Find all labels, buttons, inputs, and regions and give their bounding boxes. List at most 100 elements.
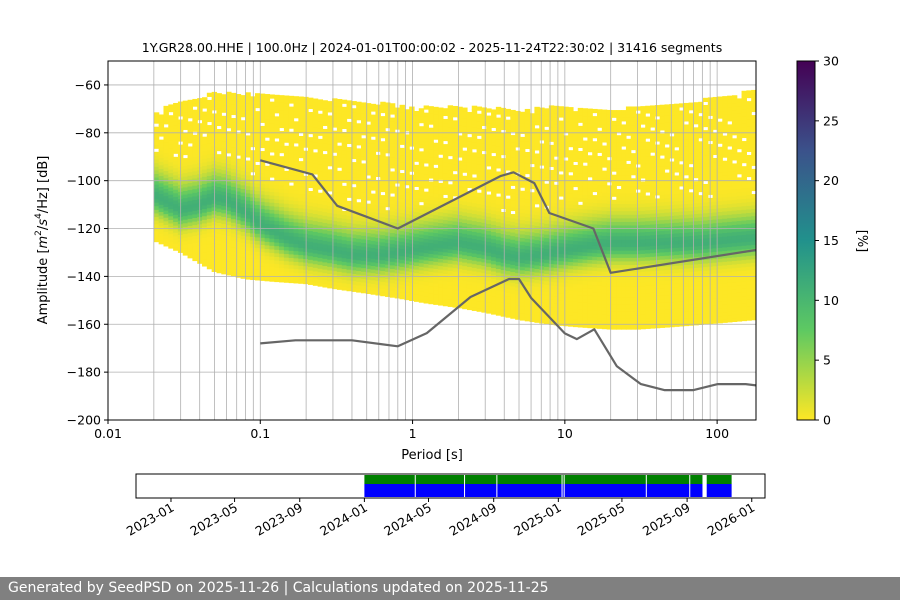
ppsd-density-cell [558, 249, 564, 255]
ppsd-density-cell [611, 210, 617, 215]
ppsd-density-cell [409, 275, 415, 280]
ppsd-density-cell [346, 229, 352, 234]
ppsd-density-cell [192, 159, 198, 165]
ppsd-density-cell [505, 281, 511, 286]
ppsd-density-cell [163, 192, 169, 197]
ppsd-density-cell [611, 149, 617, 154]
ppsd-density-cell [375, 108, 381, 113]
ppsd-density-cell [524, 144, 531, 150]
ppsd-density-cell [568, 143, 574, 148]
ppsd-density-cell [226, 267, 232, 272]
ppsd-density-cell [327, 104, 333, 109]
ppsd-density-cell [491, 113, 497, 118]
ppsd-density-cell [524, 152, 531, 157]
ppsd-density-cell [245, 221, 251, 226]
ppsd-density-cell [577, 118, 584, 123]
ppsd-density-cell [332, 166, 338, 171]
ppsd-density-cell [558, 142, 564, 147]
ppsd-density-cell [206, 132, 213, 137]
ppsd-density-cell [202, 129, 208, 134]
ppsd-density-cell [182, 150, 189, 156]
ppsd-density-cell [471, 303, 478, 308]
ppsd-density-cell [264, 237, 271, 242]
ppsd-density-cell [298, 96, 304, 101]
ppsd-density-cell [524, 252, 531, 257]
ppsd-density-cell [307, 173, 314, 178]
ppsd-density-cell [230, 254, 237, 259]
ppsd-density-cell [563, 300, 569, 305]
ppsd-density-cell [452, 123, 458, 129]
ppsd-density-cell [582, 276, 588, 282]
ppsd-density-cell [481, 175, 487, 180]
ppsd-density-cell [288, 117, 295, 122]
ppsd-density-cell [356, 238, 362, 243]
ppsd-density-cell [491, 184, 497, 189]
ppsd-density-cell [442, 269, 449, 274]
ppsd-density-cell [336, 249, 343, 254]
ppsd-density-cell [438, 175, 444, 180]
ppsd-density-cell [491, 256, 497, 261]
ppsd-density-cell [418, 115, 425, 120]
ppsd-density-cell [418, 294, 425, 300]
ppsd-density-cell [553, 278, 560, 283]
ppsd-density-cell [168, 125, 174, 131]
ppsd-density-cell [447, 281, 454, 286]
ppsd-density-cell [389, 207, 396, 212]
ppsd-density-cell [399, 147, 405, 153]
ppsd-density-cell [495, 264, 502, 269]
ppsd-density-cell [616, 282, 622, 287]
ppsd-density-cell [519, 316, 526, 321]
ppsd-density-cell [351, 273, 357, 278]
ppsd-density-cell [452, 263, 458, 269]
ppsd-density-cell [202, 219, 208, 224]
ppsd-density-cell [558, 152, 564, 158]
ppsd-density-cell [462, 287, 468, 292]
ppsd-density-cell [433, 243, 439, 248]
ppsd-density-cell [442, 154, 449, 160]
ppsd-density-cell [346, 279, 352, 285]
ppsd-density-cell [491, 231, 497, 236]
ppsd-density-cell [385, 138, 391, 143]
ppsd-density-cell [457, 261, 463, 266]
ppsd-density-cell [582, 169, 588, 174]
ppsd-density-cell [235, 94, 242, 99]
ppsd-density-cell [548, 259, 555, 264]
ppsd-density-cell [230, 179, 237, 184]
ppsd-density-cell [582, 230, 588, 235]
ppsd-density-cell [327, 133, 333, 138]
ppsd-density-cell [264, 101, 271, 106]
ppsd-density-cell [500, 305, 507, 310]
ppsd-density-cell [534, 167, 540, 173]
ppsd-density-cell [336, 127, 343, 132]
ppsd-density-cell [380, 209, 386, 214]
ppsd-density-cell [341, 264, 348, 270]
ppsd-density-cell [240, 263, 246, 269]
ppsd-density-cell [356, 159, 362, 164]
ppsd-density-cell [341, 246, 348, 252]
ppsd-density-cell [389, 164, 396, 169]
ppsd-density-cell [163, 202, 169, 207]
ppsd-density-cell [230, 243, 237, 248]
ppsd-density-cell [597, 209, 603, 214]
ppsd-density-cell [447, 134, 454, 139]
ppsd-density-cell [206, 261, 213, 266]
ppsd-density-cell [279, 256, 285, 261]
ppsd-density-cell [153, 223, 160, 228]
ppsd-density-cell [519, 179, 526, 185]
ppsd-density-cell [221, 184, 227, 189]
ppsd-density-cell [187, 150, 193, 155]
ppsd-density-cell [153, 230, 160, 235]
ppsd-density-cell [158, 218, 165, 223]
ppsd-density-cell [380, 284, 386, 290]
ppsd-density-cell [317, 171, 324, 176]
ppsd-density-cell [558, 239, 564, 244]
ppsd-density-cell [307, 169, 314, 174]
ppsd-density-cell [428, 152, 434, 158]
ppsd-density-cell [442, 219, 449, 224]
ppsd-density-cell [269, 252, 275, 257]
ppsd-density-cell [476, 232, 483, 237]
ppsd-density-cell [255, 172, 261, 177]
ppsd-density-cell [288, 199, 295, 205]
ppsd-density-cell [476, 156, 483, 162]
ppsd-density-cell [293, 128, 299, 133]
